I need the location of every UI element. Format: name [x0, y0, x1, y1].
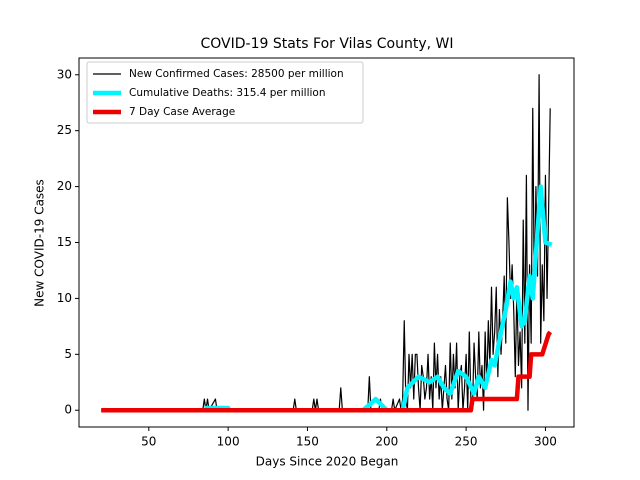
y-tick-label: 10	[57, 291, 72, 305]
y-tick-label: 20	[57, 179, 72, 193]
x-tick-label: 150	[296, 435, 319, 449]
plot-frame	[78, 57, 575, 428]
legend-label: New Confirmed Cases: 28500 per million	[129, 68, 344, 80]
legend-label: Cumulative Deaths: 315.4 per million	[129, 87, 326, 99]
series-line	[101, 330, 553, 413]
x-tick-label: 250	[455, 435, 478, 449]
legend-box	[86, 61, 364, 124]
y-axis-label: New COVID-19 Cases	[33, 179, 47, 307]
legend-label: 7 Day Case Average	[129, 106, 235, 118]
x-axis-label: Days Since 2020 Began	[256, 455, 399, 469]
chart-title: COVID-19 Stats For Vilas County, WI	[201, 36, 454, 52]
x-tick-label: 300	[534, 435, 557, 449]
legend: New Confirmed Cases: 28500 per million Cu…	[86, 61, 364, 124]
x-tick-label: 50	[141, 435, 156, 449]
y-tick-label: 0	[64, 403, 72, 417]
y-tick-label: 25	[57, 123, 72, 137]
series-line	[204, 184, 553, 413]
y-tick-label: 5	[64, 347, 72, 361]
series-line	[101, 74, 551, 411]
x-tick-label: 100	[217, 435, 240, 449]
x-tick-label: 200	[375, 435, 398, 449]
y-tick-label: 15	[57, 235, 72, 249]
y-tick-label: 30	[57, 67, 72, 81]
